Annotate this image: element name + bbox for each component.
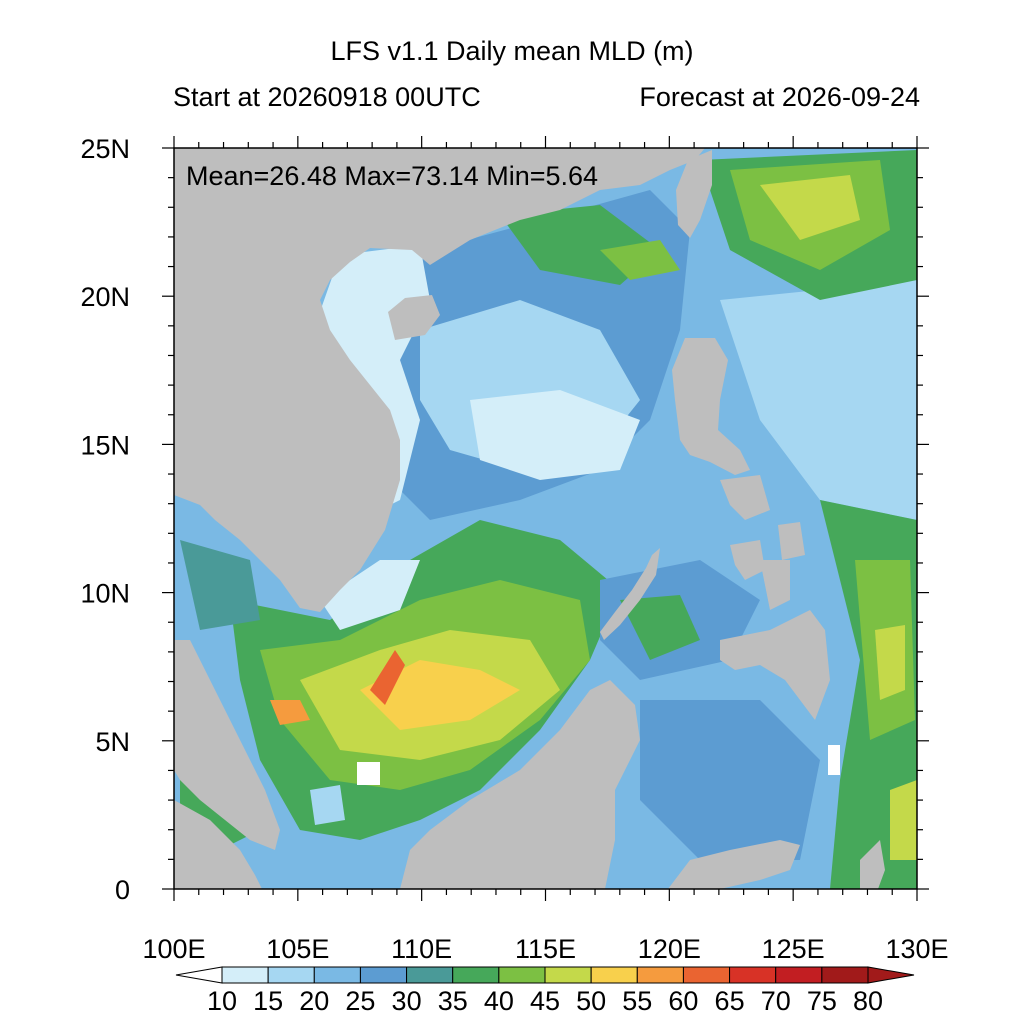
map-plot-area (174, 148, 917, 889)
colorbar-segment (267, 966, 315, 984)
y-tick-label: 10N (80, 579, 130, 609)
colorbar-segment (636, 966, 684, 984)
land-mainland (174, 148, 705, 612)
y-tick-label: 15N (80, 430, 130, 460)
start-time-label: Start at 20260918 00UTC (173, 82, 481, 112)
y-tick-label: 5N (95, 727, 130, 757)
colorbar-segment (821, 966, 869, 984)
land-visayas-2 (778, 522, 805, 560)
colorbar-segment (359, 966, 408, 984)
colorbar-label: 40 (484, 986, 514, 1016)
land-visayas-4 (760, 560, 790, 610)
colorbar: 10 15 20 25 30 35 40 45 50 55 60 65 70 75 80 (175, 966, 915, 1016)
colorbar-segment (682, 966, 731, 984)
colorbar-segment (313, 966, 361, 984)
colorbar-label: 75 (807, 986, 837, 1016)
y-tick-label: 0 (115, 875, 130, 905)
map-title: LFS v1.1 Daily mean MLD (m) (330, 36, 694, 66)
colorbar-label: 50 (576, 986, 606, 1016)
x-tick-label: 110E (391, 934, 452, 964)
colorbar-label: 25 (345, 986, 375, 1016)
land-borneo (400, 680, 640, 889)
mld-field (180, 150, 917, 889)
stats-label: Mean=26.48 Max=73.14 Min=5.64 (186, 161, 599, 191)
colorbar-segment (498, 966, 546, 984)
colorbar-label: 80 (853, 986, 883, 1016)
x-tick-label: 120E (638, 934, 701, 964)
colorbar-label: 60 (668, 986, 698, 1016)
land-luzon (672, 338, 750, 475)
land-malay-peninsula (174, 640, 280, 850)
colorbar-high-arrow (867, 966, 915, 984)
land-sulawesi (668, 840, 800, 889)
x-tick-label: 105E (266, 934, 329, 964)
colorbar-segment (544, 966, 592, 984)
colorbar-segment (590, 966, 638, 984)
land-halmahera (860, 840, 885, 889)
colorbar-segment (221, 966, 269, 984)
colorbar-label: 15 (253, 986, 283, 1016)
land-taiwan (676, 150, 712, 238)
colorbar-segment (452, 966, 500, 984)
map-axes: 100E 105E 110E 115E 120E 125E 130E 0 5N 10N 15N 20N… (80, 134, 948, 964)
colorbar-label: 55 (622, 986, 652, 1016)
x-tick-label: 125E (762, 934, 825, 964)
x-tick-label: 100E (142, 934, 205, 964)
colorbar-segment (406, 966, 454, 984)
colorbar-label: 65 (715, 986, 745, 1016)
land-visayas-1 (720, 475, 770, 520)
x-tick-label: 115E (515, 934, 576, 964)
colorbar-label: 10 (207, 986, 237, 1016)
colorbar-label: 20 (299, 986, 329, 1016)
colorbar-label: 30 (392, 986, 422, 1016)
x-tick-label: 130E (885, 934, 948, 964)
land-visayas-3 (730, 540, 765, 580)
colorbar-low-arrow (175, 966, 223, 984)
land-palawan (600, 548, 660, 640)
colorbar-segment (729, 966, 777, 984)
colorbar-label: 45 (530, 986, 560, 1016)
land-sumatra (174, 800, 262, 889)
forecast-time-label: Forecast at 2026-09-24 (639, 82, 920, 112)
land-hainan (388, 295, 440, 340)
colorbar-segment (775, 966, 823, 984)
y-tick-label: 20N (80, 282, 130, 312)
y-tick-label: 25N (80, 134, 130, 164)
land-mindanao (720, 610, 830, 720)
colorbar-label: 70 (761, 986, 791, 1016)
colorbar-label: 35 (438, 986, 468, 1016)
land-masses (174, 148, 885, 889)
